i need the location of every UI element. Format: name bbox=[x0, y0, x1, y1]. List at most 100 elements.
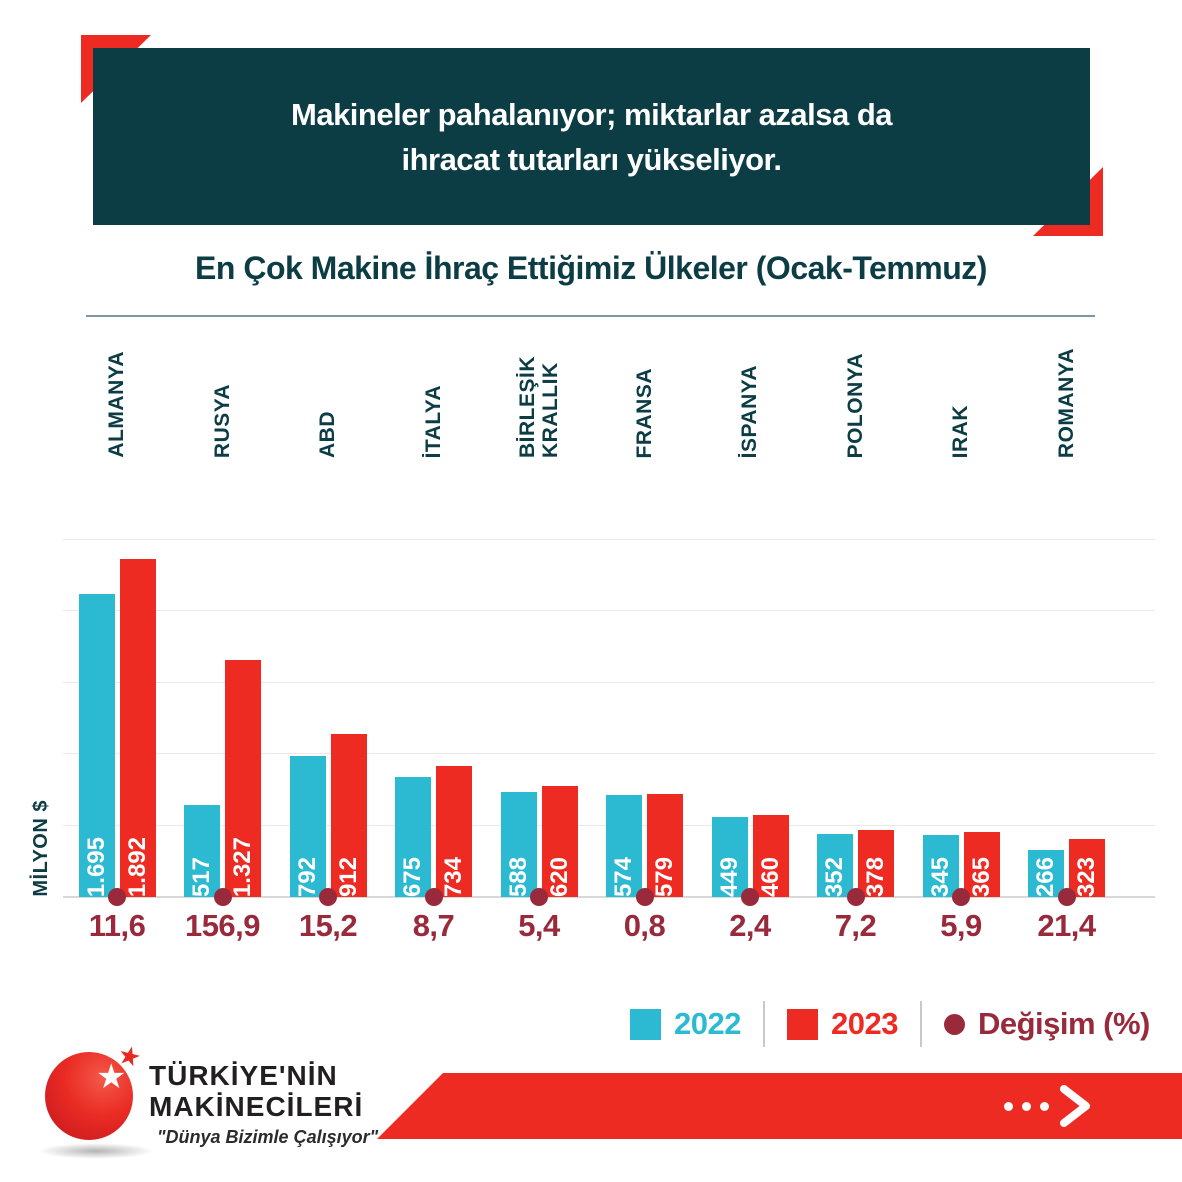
bar-value-label: 912 bbox=[334, 856, 362, 897]
bar-2022: 792 bbox=[289, 756, 326, 897]
plot-area: 1.695 1.892 517 1.327 792 912 675 734 588 620 574 5… bbox=[63, 539, 1155, 906]
brand-text-block: TÜRKİYE'NİN MAKİNECİLERİ "Dünya Bizimle … bbox=[149, 1060, 378, 1148]
country-label-row: ALMANYA RUSYA ABD İTALYA BİRLEŞİK KRALLIK FRA… bbox=[64, 336, 1119, 458]
bar-value-label: 517 bbox=[188, 856, 215, 897]
bar-value-label: 352 bbox=[821, 856, 848, 897]
bar-value-label: 588 bbox=[504, 856, 532, 897]
bar-value-label: 378 bbox=[862, 856, 889, 897]
bar-value-label: 1.327 bbox=[229, 836, 256, 897]
header-banner: Makineler pahalanıyor; miktarlar azalsa … bbox=[93, 48, 1090, 225]
change-percent-value: 21,4 bbox=[1037, 908, 1096, 943]
bar-2022: 574 bbox=[606, 795, 642, 897]
change-marker-icon bbox=[424, 888, 443, 906]
legend-label-change: Değişim (%) bbox=[977, 1006, 1150, 1041]
bar-2023: 378 bbox=[858, 830, 894, 897]
bar-2023: 365 bbox=[963, 832, 1000, 897]
bar-2023: 579 bbox=[647, 794, 683, 897]
chart-legend: 2022 2023 Değişim (%) bbox=[630, 1000, 1150, 1048]
country-cell: RUSYA bbox=[170, 336, 276, 458]
change-marker-icon bbox=[1057, 888, 1076, 906]
country-cell: ROMANYA bbox=[1014, 336, 1120, 458]
change-marker-icon bbox=[319, 888, 337, 906]
country-cell: ALMANYA bbox=[64, 336, 170, 458]
bar-value-label: 345 bbox=[926, 856, 954, 897]
bar-2023: 323 bbox=[1069, 839, 1105, 897]
change-percent-value: 5,4 bbox=[518, 908, 560, 943]
country-label: FRANSA bbox=[632, 367, 656, 459]
country-cell: POLONYA bbox=[803, 336, 909, 458]
bar-2022: 266 bbox=[1028, 850, 1064, 897]
bar-value-label: 266 bbox=[1032, 856, 1059, 897]
bar-2023: 460 bbox=[752, 815, 789, 897]
bar-2022: 675 bbox=[395, 777, 431, 897]
bar-value-label: 460 bbox=[756, 856, 784, 897]
gridline bbox=[63, 753, 1155, 755]
change-percent-value: 5,9 bbox=[940, 908, 982, 943]
country-cell: İTALYA bbox=[381, 336, 487, 458]
country-label: POLONYA bbox=[843, 352, 867, 458]
country-cell: FRANSA bbox=[592, 336, 698, 459]
change-marker-icon bbox=[846, 888, 865, 906]
change-percent-value: 15,2 bbox=[298, 908, 358, 943]
legend-divider bbox=[762, 1001, 765, 1047]
brand-name-line1: TÜRKİYE'NİN bbox=[149, 1060, 338, 1091]
logo-small-star-icon: ★ bbox=[114, 1038, 145, 1074]
header-title-line2: ihracat tutarları yükseliyor. bbox=[401, 141, 782, 177]
country-label: ROMANYA bbox=[1054, 347, 1078, 458]
logo-star-icon: ★ bbox=[96, 1058, 127, 1096]
y-axis-label-wrap: MİLYON $ bbox=[30, 800, 53, 897]
bar-value-label: 579 bbox=[651, 856, 678, 897]
country-cell: BİRLEŞİK KRALLIK bbox=[486, 336, 592, 458]
bar-2022: 517 bbox=[184, 805, 220, 897]
gridline bbox=[63, 539, 1155, 540]
change-marker-icon bbox=[108, 888, 126, 906]
change-percent-value: 156,9 bbox=[184, 908, 261, 943]
bar-value-label: 1.892 bbox=[123, 836, 151, 897]
gridline bbox=[63, 610, 1155, 612]
country-cell: İSPANYA bbox=[697, 336, 803, 458]
change-percent-value: 7,2 bbox=[834, 908, 877, 943]
legend-swatch-2022 bbox=[630, 1008, 661, 1040]
change-percent-value: 0,8 bbox=[623, 908, 666, 943]
legend-divider bbox=[919, 1001, 922, 1047]
country-label: IRAK bbox=[949, 404, 973, 458]
bar-value-label: 675 bbox=[399, 856, 426, 897]
change-percent-value: 11,6 bbox=[88, 908, 146, 943]
y-axis-label: MİLYON $ bbox=[30, 800, 52, 897]
change-label-row: 11,6 156,9 15,2 8,7 5,4 0,8 2,4 7,2 5,9 21,4 bbox=[63, 908, 1155, 948]
change-percent-value: 8,7 bbox=[412, 908, 455, 943]
change-marker-icon bbox=[635, 888, 654, 906]
change-percent-value: 2,4 bbox=[729, 908, 771, 943]
legend-label-2023: 2023 bbox=[830, 1006, 898, 1041]
bar-value-label: 365 bbox=[967, 856, 995, 897]
change-marker-icon bbox=[213, 888, 232, 906]
forward-arrow-icon[interactable] bbox=[1004, 1073, 1092, 1139]
bar-2022: 345 bbox=[922, 835, 959, 897]
brand-name-line2: MAKİNECİLERİ bbox=[149, 1091, 364, 1122]
change-marker-icon bbox=[741, 888, 759, 906]
country-cell: IRAK bbox=[908, 336, 1014, 458]
chevron-right-icon bbox=[1060, 1085, 1090, 1127]
bar-value-label: 792 bbox=[293, 856, 321, 897]
chart-title: En Çok Makine İhraç Ettiğimiz Ülkeler (O… bbox=[195, 250, 987, 286]
bar-2023: 1.892 bbox=[119, 559, 156, 897]
gridline bbox=[63, 681, 1155, 683]
country-label: RUSYA bbox=[210, 383, 234, 458]
logo-shadow bbox=[38, 1143, 154, 1159]
bar-2022: 449 bbox=[711, 817, 748, 897]
bar-value-label: 620 bbox=[545, 856, 573, 897]
bar-value-label: 323 bbox=[1073, 856, 1100, 897]
legend-swatch-2023 bbox=[786, 1008, 818, 1040]
bar-2023: 1.327 bbox=[225, 660, 261, 897]
country-label: İTALYA bbox=[421, 384, 445, 458]
change-marker-icon bbox=[530, 888, 548, 906]
bar-2022: 588 bbox=[500, 792, 537, 897]
bar-value-label: 734 bbox=[440, 856, 467, 897]
bar-2022: 352 bbox=[817, 834, 853, 897]
brand-logo bbox=[45, 1052, 133, 1140]
bar-2022: 1.695 bbox=[78, 594, 115, 897]
change-marker-icon bbox=[952, 888, 970, 906]
title-divider bbox=[86, 315, 1095, 317]
bar-value-label: 449 bbox=[715, 856, 743, 897]
header-title-line1: Makineler pahalanıyor; miktarlar azalsa … bbox=[291, 96, 893, 132]
